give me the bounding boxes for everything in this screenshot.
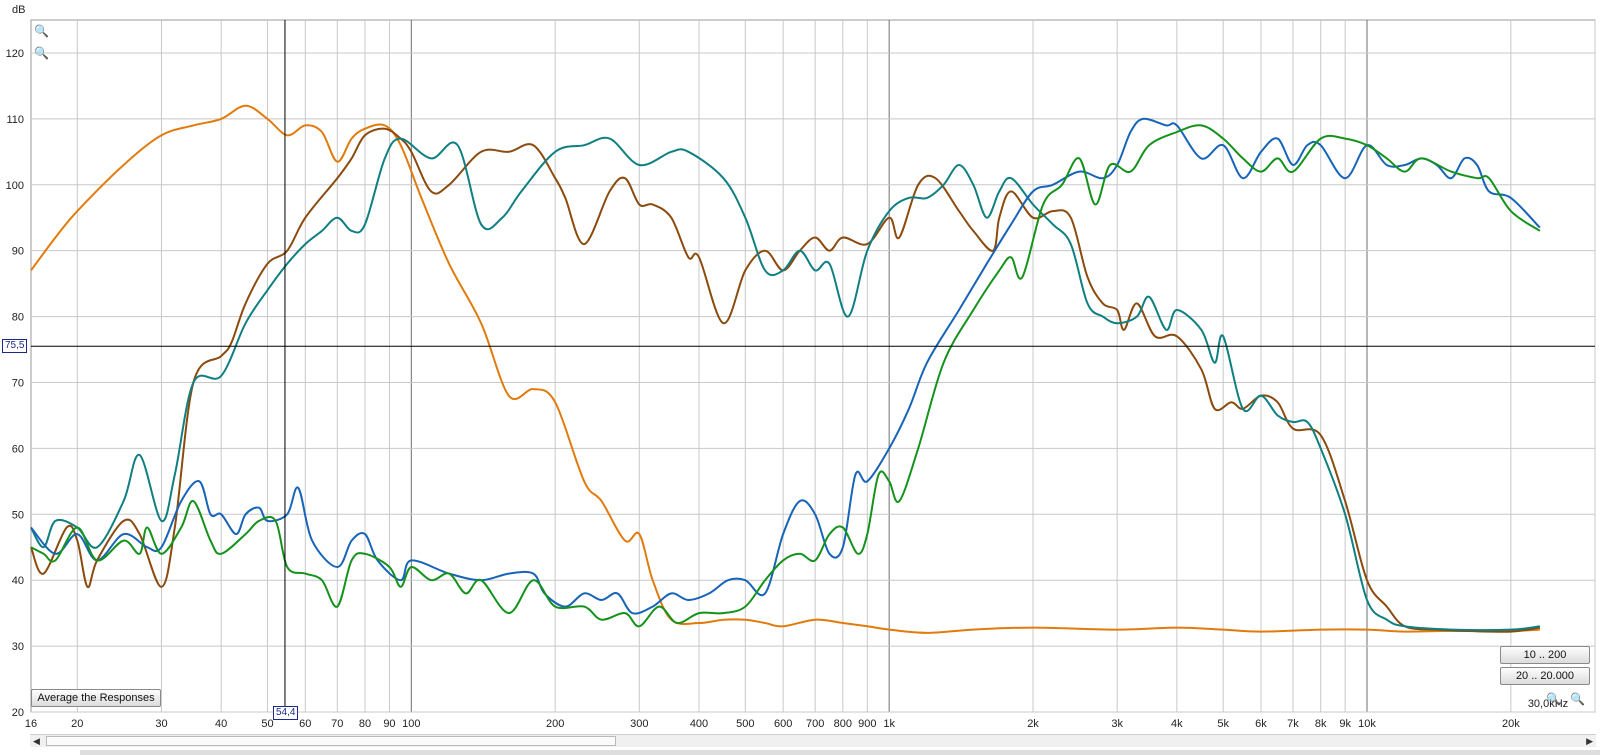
scroll-left-arrow-icon[interactable]: ◀ bbox=[33, 736, 40, 746]
cursor-level-readout: 75,5 bbox=[2, 339, 28, 354]
x-tick-label: 2k bbox=[1027, 718, 1039, 730]
series-line-3 bbox=[30, 136, 1541, 632]
x-tick-label: 6k bbox=[1255, 718, 1267, 730]
y-tick-label: 110 bbox=[6, 114, 24, 126]
horizontal-scrollbar[interactable]: ◀ ▶ bbox=[30, 734, 1596, 747]
y-tick-label: 80 bbox=[12, 312, 24, 324]
x-unit-label: 30,0kHz bbox=[1528, 698, 1568, 710]
grid bbox=[30, 19, 1596, 713]
zoom-in-x-icon[interactable]: 🔍 bbox=[1570, 692, 1585, 706]
zoom-in-icon[interactable]: 🔍 bbox=[34, 24, 49, 38]
zoom-out-x-icon[interactable]: 🔍 bbox=[1546, 692, 1561, 706]
x-tick-label: 50 bbox=[261, 718, 273, 730]
x-tick-label: 16 bbox=[25, 718, 37, 730]
x-tick-label: 400 bbox=[690, 718, 708, 730]
x-tick-label: 9k bbox=[1339, 718, 1351, 730]
y-tick-label: 100 bbox=[6, 180, 24, 192]
x-tick-label: 5k bbox=[1217, 718, 1229, 730]
x-tick-label: 200 bbox=[546, 718, 564, 730]
x-tick-label: 20 bbox=[71, 718, 83, 730]
series-line-1 bbox=[30, 104, 1540, 634]
y-tick-label: 20 bbox=[12, 707, 24, 719]
series-curves bbox=[30, 104, 1541, 634]
plot-area bbox=[30, 19, 1596, 713]
y-tick-label: 40 bbox=[12, 575, 24, 587]
range-20-20000-button[interactable]: 20 .. 20.000 bbox=[1500, 667, 1590, 685]
average-responses-button[interactable]: Average the Responses bbox=[31, 689, 161, 707]
x-tick-label: 20k bbox=[1502, 718, 1520, 730]
x-tick-label: 600 bbox=[774, 718, 792, 730]
x-tick-label: 3k bbox=[1111, 718, 1123, 730]
range-10-200-button[interactable]: 10 .. 200 bbox=[1500, 646, 1590, 664]
y-tick-label: 90 bbox=[12, 246, 24, 258]
x-tick-label: 90 bbox=[383, 718, 395, 730]
cursor-crosshair bbox=[31, 20, 1595, 712]
y-unit-label: dB bbox=[12, 4, 25, 16]
x-tick-label: 500 bbox=[736, 718, 754, 730]
x-tick-label: 100 bbox=[402, 718, 420, 730]
x-tick-label: 1k bbox=[883, 718, 895, 730]
x-tick-label: 60 bbox=[299, 718, 311, 730]
x-tick-label: 10k bbox=[1358, 718, 1376, 730]
scroll-right-arrow-icon[interactable]: ▶ bbox=[1586, 736, 1593, 746]
bottom-panel-edge bbox=[80, 750, 1600, 755]
x-tick-label: 30 bbox=[155, 718, 167, 730]
y-tick-label: 50 bbox=[12, 509, 24, 521]
y-tick-label: 30 bbox=[12, 641, 24, 653]
y-tick-label: 60 bbox=[12, 443, 24, 455]
zoom-out-icon[interactable]: 🔍 bbox=[34, 46, 49, 60]
x-tick-label: 300 bbox=[630, 718, 648, 730]
y-tick-label: 120 bbox=[6, 48, 24, 60]
x-tick-label: 700 bbox=[806, 718, 824, 730]
series-line-2 bbox=[30, 127, 1541, 633]
x-tick-label: 7k bbox=[1287, 718, 1299, 730]
x-tick-label: 8k bbox=[1315, 718, 1327, 730]
cursor-frequency-readout: 54,4 bbox=[272, 706, 299, 720]
x-tick-label: 80 bbox=[359, 718, 371, 730]
y-tick-labels: 20 30 40 50 60 70 80 90 100 110 120 bbox=[6, 48, 24, 719]
x-tick-label: 800 bbox=[834, 718, 852, 730]
x-tick-label: 4k bbox=[1171, 718, 1183, 730]
x-tick-label: 900 bbox=[858, 718, 876, 730]
x-tick-label: 70 bbox=[331, 718, 343, 730]
x-tick-labels: 16 20 30 40 50 60 70 80 90 100 200 300 400 500 600 700 8… bbox=[25, 718, 1520, 730]
y-tick-label: 70 bbox=[12, 377, 24, 389]
x-tick-label: 40 bbox=[215, 718, 227, 730]
scrollbar-thumb[interactable] bbox=[46, 736, 616, 746]
series-line-5 bbox=[30, 124, 1541, 628]
